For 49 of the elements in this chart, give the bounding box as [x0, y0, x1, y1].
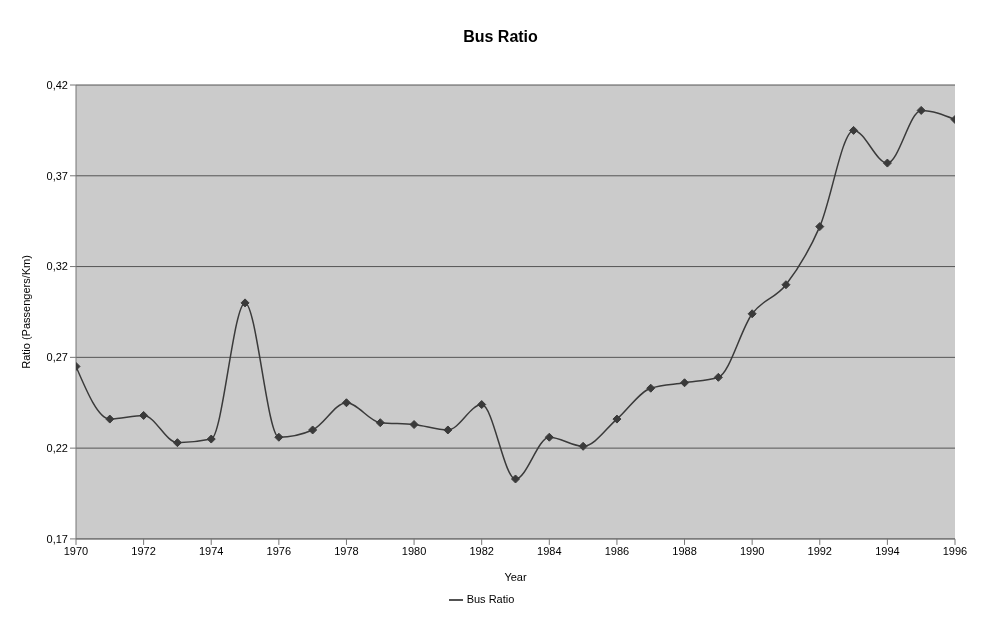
x-tick-label: 1970: [63, 544, 89, 557]
y-tick-label: 0,32: [46, 260, 68, 273]
point: [477, 400, 487, 410]
point: [882, 158, 892, 168]
point: [680, 378, 690, 388]
point: [341, 398, 351, 408]
point: [544, 432, 554, 442]
x-tick-label: 1974: [198, 544, 224, 557]
y-tick-label: 0,22: [46, 442, 68, 455]
x-tick-label: 1982: [469, 544, 494, 557]
point: [172, 438, 182, 448]
x-tick-label: 1996: [942, 544, 968, 557]
x-tick-label: 1992: [807, 544, 833, 557]
y-tick-label: 0,17: [46, 532, 68, 545]
x-tick-label: 1994: [875, 544, 900, 557]
x-tick-label: 1984: [537, 544, 562, 557]
point: [849, 125, 859, 135]
y-axis-title: Ratio (Passengers/Km): [19, 255, 32, 369]
x-tick-label: 1988: [672, 544, 697, 557]
point: [781, 280, 791, 290]
point: [646, 383, 656, 393]
x-tick-label: 1986: [604, 544, 630, 557]
point: [511, 474, 520, 484]
legend-label: Bus Ratio: [466, 592, 515, 605]
point: [206, 434, 216, 444]
point: [815, 222, 825, 232]
x-tick-label: 1972: [131, 544, 156, 557]
x-tick-label: 1980: [401, 544, 427, 557]
x-tick-label: 1990: [739, 544, 765, 557]
point: [375, 418, 385, 428]
point: [747, 309, 757, 319]
chart-title: Bus Ratio: [462, 27, 539, 47]
point: [409, 420, 419, 430]
y-tick-label: 0,37: [46, 169, 68, 182]
x-tick-label: 1976: [266, 544, 292, 557]
point: [713, 372, 723, 382]
y-tick-label: 0,42: [46, 78, 68, 91]
point: [612, 414, 622, 424]
point: [105, 414, 115, 424]
point: [274, 432, 284, 442]
point: [240, 298, 250, 308]
point: [443, 425, 453, 435]
point: [916, 105, 926, 115]
y-tick-label: 0,27: [46, 351, 68, 364]
point: [139, 410, 149, 420]
point: [578, 441, 588, 451]
x-axis-title: Year: [504, 570, 527, 583]
point: [308, 425, 318, 435]
x-tick-label: 1978: [334, 544, 359, 557]
